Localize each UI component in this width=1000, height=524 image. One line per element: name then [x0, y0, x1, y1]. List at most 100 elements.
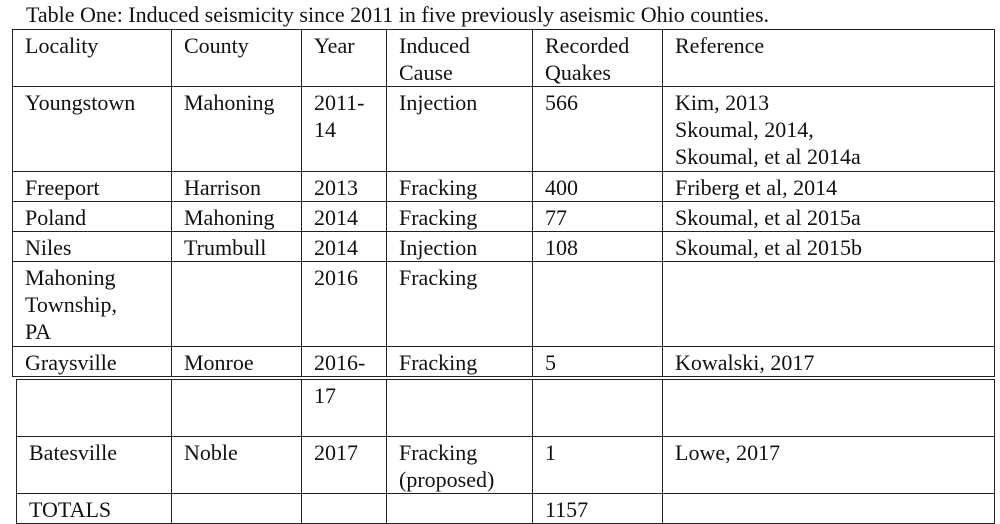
induced-cause-cell: Injection: [386, 86, 533, 172]
seismicity-table-part-1: Locality County Year Induced Cause Recor…: [12, 29, 995, 377]
cell-line: ​: [29, 409, 171, 436]
county-cell: [171, 261, 302, 347]
county-cell: Trumbull: [171, 231, 302, 262]
locality-cell: TOTALS: [16, 493, 172, 524]
cell-line: Kim, 2013: [675, 90, 770, 115]
cell-line: Fracking: [399, 205, 478, 230]
cell-line: Skoumal, 2014,: [675, 117, 814, 142]
recorded-quakes-cell: 566: [532, 86, 663, 172]
table-row: Niles Trumbull 2014 Injection 108 Skoumal, et…: [12, 231, 995, 262]
locality-cell: ​​: [16, 379, 172, 437]
reference-cell: ​: [662, 493, 995, 524]
cell-line: Fracking: [399, 350, 478, 375]
year-cell: 2016-: [301, 346, 387, 377]
locality-cell: Poland: [12, 201, 172, 232]
header-line: Induced: [399, 33, 470, 58]
cell-line: (proposed): [399, 467, 495, 492]
induced-cause-cell: Fracking: [386, 171, 533, 202]
cell-line: 2011-: [314, 90, 365, 115]
year-cell: 2016: [301, 261, 387, 347]
cell-line: ​: [675, 496, 994, 523]
reference-cell: Lowe, 2017: [662, 436, 995, 494]
cell-line: Youngstown: [25, 90, 136, 115]
locality-cell: Mahoning Township, PA: [12, 261, 172, 347]
cell-line: Batesville: [29, 440, 117, 465]
table-row: Freeport Harrison 2013 Fracking 400 Friberg e…: [12, 171, 995, 202]
table-row: ​​17​​: [16, 379, 995, 437]
cell-line: PA: [25, 319, 52, 344]
year-cell: 2017: [301, 436, 387, 494]
cell-line: Skoumal, et al 2015a: [675, 205, 861, 230]
cell-line: 2017: [314, 440, 358, 465]
locality-cell: Graysville: [12, 346, 172, 377]
cell-line: Injection: [399, 90, 478, 115]
induced-cause-cell: Fracking: [386, 261, 533, 347]
locality-cell: Youngstown: [12, 86, 172, 172]
recorded-quakes-cell: [532, 261, 663, 347]
county-cell: Mahoning: [171, 86, 302, 172]
cell-line: Skoumal, et al 2015b: [675, 235, 862, 260]
county-cell: [171, 493, 302, 524]
reference-cell: Kim, 2013 Skoumal, 2014, Skoumal, et al 20…: [662, 86, 995, 172]
cell-line: Niles: [25, 235, 72, 260]
reference-cell: ​: [662, 261, 995, 347]
county-cell: Harrison: [171, 171, 302, 202]
year-cell: 2014: [301, 231, 387, 262]
cell-line: ​: [399, 496, 532, 523]
cell-line: 17: [314, 383, 336, 408]
year-cell: 17: [301, 379, 387, 437]
county-cell: Mahoning: [171, 201, 302, 232]
recorded-quakes-cell: [532, 379, 663, 437]
cell-line: 2013: [314, 175, 358, 200]
header-induced-cause: Induced Cause: [386, 29, 533, 87]
year-cell: 2014: [301, 201, 387, 232]
county-cell: Noble: [171, 436, 302, 494]
cell-line: TOTALS: [29, 497, 112, 522]
locality-cell: Batesville: [16, 436, 172, 494]
recorded-quakes-cell: 1: [532, 436, 663, 494]
county-cell: [171, 379, 302, 437]
locality-cell: Freeport: [12, 171, 172, 202]
induced-cause-cell: Injection: [386, 231, 533, 262]
induced-cause-cell: Fracking: [386, 346, 533, 377]
table-row: Batesville Noble 2017 Fracking (proposed) 1 Lo…: [16, 436, 995, 494]
year-cell: 2013: [301, 171, 387, 202]
recorded-quakes-cell: 1157: [532, 493, 663, 524]
induced-cause-cell: ​: [386, 493, 533, 524]
cell-line: Poland: [25, 205, 87, 230]
cell-line: ​: [399, 382, 532, 409]
cell-line: Kowalski, 2017: [675, 350, 815, 375]
header-reference: Reference: [662, 29, 995, 87]
header-locality: Locality: [12, 29, 172, 87]
table-row: TOTALS​​1157​: [16, 493, 995, 524]
cell-line: Township,: [25, 292, 117, 317]
cell-line: Friberg et al, 2014: [675, 175, 838, 200]
header-line: Cause: [399, 60, 453, 85]
cell-line: ​: [675, 264, 994, 291]
recorded-quakes-cell: 400: [532, 171, 663, 202]
header-year: Year: [301, 29, 387, 87]
induced-cause-cell: ​: [386, 379, 533, 437]
table-row: Poland Mahoning 2014 Fracking 77 Skoumal, et …: [12, 201, 995, 232]
cell-line: Freeport: [25, 175, 100, 200]
cell-line: 2014: [314, 235, 358, 260]
recorded-quakes-cell: 5: [532, 346, 663, 377]
cell-line: Fracking: [399, 265, 478, 290]
seismicity-table-part-2: ​​17​​BatesvilleNoble2017Fracking(propos…: [16, 379, 995, 524]
induced-cause-cell: Fracking: [386, 201, 533, 232]
reference-cell: Kowalski, 2017: [662, 346, 995, 377]
cell-line: ​: [675, 382, 994, 409]
cell-line: 2016: [314, 265, 358, 290]
cell-line: 2016-: [314, 350, 366, 375]
table-row: Youngstown Mahoning 2011- 14 Injection 566 Kim…: [12, 86, 995, 172]
cell-line: Injection: [399, 235, 478, 260]
cell-line: Fracking: [399, 175, 478, 200]
cell-line: 2014: [314, 205, 358, 230]
header-county: County: [171, 29, 302, 87]
reference-cell: Friberg et al, 2014: [662, 171, 995, 202]
cell-line: Lowe, 2017: [675, 440, 781, 465]
header-line: Quakes: [545, 60, 611, 85]
table-row: Graysville Monroe 2016- Fracking 5 Kowalski, …: [12, 346, 995, 377]
reference-cell: Skoumal, et al 2015b: [662, 231, 995, 262]
